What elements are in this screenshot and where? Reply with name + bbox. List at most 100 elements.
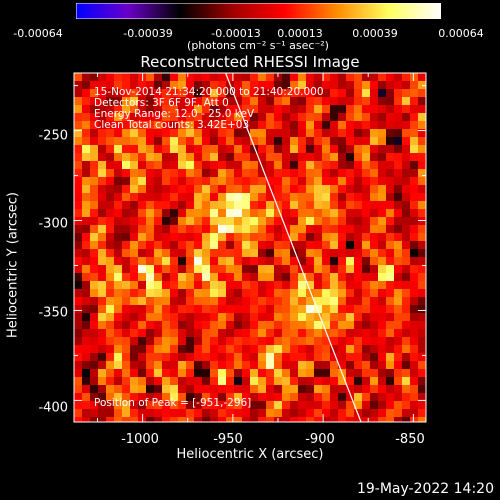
heatmap-cell [306, 337, 314, 345]
heatmap-cell [290, 417, 298, 422]
heatmap-cell [266, 89, 274, 97]
heatmap-cell [258, 337, 266, 345]
heatmap-cell [378, 321, 386, 329]
heatmap-cell [210, 345, 218, 353]
heatmap-cell [218, 337, 226, 345]
heatmap-cell [146, 409, 154, 417]
heatmap-cell [370, 281, 378, 289]
heatmap-cell [346, 249, 354, 257]
heatmap-cell [130, 113, 138, 121]
heatmap-cell [282, 97, 290, 105]
heatmap-cell [402, 161, 410, 169]
heatmap-cell [138, 209, 146, 217]
heatmap-cell [274, 401, 282, 409]
heatmap-cell [378, 137, 386, 145]
heatmap-cell [290, 73, 298, 81]
heatmap-cell [162, 137, 170, 145]
heatmap-cell [330, 361, 338, 369]
heatmap-cell [186, 321, 194, 329]
heatmap-cell [210, 337, 218, 345]
heatmap-cell [290, 289, 298, 297]
heatmap-cell [122, 185, 130, 193]
heatmap-cell [130, 201, 138, 209]
heatmap-cell [370, 89, 378, 97]
heatmap-cell [162, 209, 170, 217]
heatmap-cell [74, 377, 82, 385]
heatmap-cell [346, 329, 354, 337]
heatmap-cell [410, 153, 418, 161]
heatmap-cell [362, 321, 370, 329]
heatmap-cell [378, 153, 386, 161]
heatmap-cell [418, 129, 426, 137]
heatmap-cell [354, 81, 362, 89]
heatmap-cell [274, 281, 282, 289]
heatmap-cell [194, 385, 202, 393]
annotation-time: 15-Nov-2014 21:34:20.000 to 21:40:20.000 [94, 86, 324, 98]
heatmap-cell [210, 273, 218, 281]
heatmap-cell [242, 73, 250, 81]
heatmap-cell [74, 337, 82, 345]
heatmap-cell [258, 281, 266, 289]
heatmap-cell [346, 97, 354, 105]
heatmap-cell [194, 377, 202, 385]
heatmap-cell [290, 321, 298, 329]
heatmap-cell [386, 281, 394, 289]
heatmap-cell [194, 345, 202, 353]
heatmap-cell [258, 297, 266, 305]
heatmap-cell [226, 393, 234, 401]
heatmap-cell [346, 385, 354, 393]
heatmap-cell [282, 249, 290, 257]
heatmap-cell [386, 89, 394, 97]
heatmap-cell [418, 97, 426, 105]
heatmap-cell [322, 385, 330, 393]
heatmap-cell [410, 129, 418, 137]
heatmap-cell [402, 273, 410, 281]
heatmap-cell [194, 369, 202, 377]
heatmap-cell [266, 193, 274, 201]
colorbar-unit: (photons cm⁻² s⁻¹ asec⁻²) [187, 39, 329, 52]
heatmap-cell [114, 297, 122, 305]
heatmap-cell [330, 329, 338, 337]
heatmap-cell [386, 337, 394, 345]
heatmap-cell [146, 369, 154, 377]
heatmap-cell [410, 89, 418, 97]
heatmap-cell [202, 337, 210, 345]
heatmap-cell [250, 337, 258, 345]
heatmap-cell [410, 169, 418, 177]
heatmap-cell [346, 169, 354, 177]
heatmap-cell [114, 169, 122, 177]
heatmap-cell [402, 409, 410, 417]
heatmap-cell [338, 169, 346, 177]
heatmap-cell [138, 313, 146, 321]
heatmap-cell [410, 289, 418, 297]
heatmap-cell [122, 105, 130, 113]
heatmap-cell [290, 201, 298, 209]
heatmap-cell [330, 297, 338, 305]
heatmap-cell [402, 145, 410, 153]
heatmap-cell [306, 225, 314, 233]
heatmap-cell [306, 345, 314, 353]
heatmap-cell [178, 241, 186, 249]
heatmap-cell [218, 257, 226, 265]
heatmap-cell [226, 201, 234, 209]
heatmap-cell [226, 129, 234, 137]
heatmap-cell [74, 257, 82, 265]
heatmap-cell [202, 417, 210, 422]
heatmap-cell [242, 329, 250, 337]
heatmap-cell [122, 281, 130, 289]
heatmap-cell [186, 281, 194, 289]
heatmap-cell [146, 97, 154, 105]
heatmap-cell [298, 217, 306, 225]
heatmap-cell [210, 169, 218, 177]
heatmap-cell [290, 345, 298, 353]
heatmap-cell [114, 217, 122, 225]
heatmap-cell [178, 81, 186, 89]
heatmap-cell [354, 289, 362, 297]
heatmap-cell [138, 257, 146, 265]
heatmap-cell [402, 265, 410, 273]
heatmap-cell [178, 409, 186, 417]
heatmap-cell [338, 97, 346, 105]
heatmap-cell [298, 81, 306, 89]
heatmap-cell [98, 89, 106, 97]
heatmap-cell [202, 193, 210, 201]
